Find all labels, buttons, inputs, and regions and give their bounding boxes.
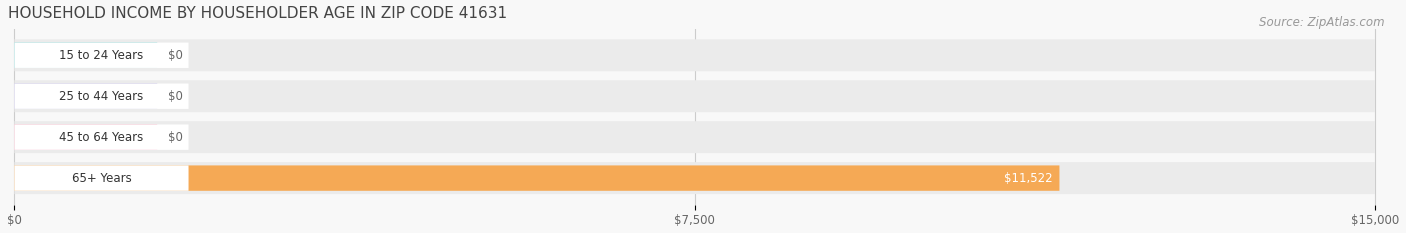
FancyBboxPatch shape — [14, 83, 157, 109]
FancyBboxPatch shape — [14, 43, 188, 68]
Text: 45 to 64 Years: 45 to 64 Years — [59, 131, 143, 144]
Text: $11,522: $11,522 — [1004, 172, 1053, 185]
FancyBboxPatch shape — [14, 121, 1375, 153]
Text: $0: $0 — [169, 90, 183, 103]
FancyBboxPatch shape — [14, 43, 157, 68]
FancyBboxPatch shape — [14, 80, 1375, 112]
FancyBboxPatch shape — [14, 165, 1060, 191]
Text: HOUSEHOLD INCOME BY HOUSEHOLDER AGE IN ZIP CODE 41631: HOUSEHOLD INCOME BY HOUSEHOLDER AGE IN Z… — [7, 6, 506, 21]
FancyBboxPatch shape — [14, 83, 188, 109]
Text: $0: $0 — [169, 131, 183, 144]
Text: $0: $0 — [169, 49, 183, 62]
FancyBboxPatch shape — [14, 162, 1375, 194]
Text: 65+ Years: 65+ Years — [72, 172, 131, 185]
Text: Source: ZipAtlas.com: Source: ZipAtlas.com — [1260, 16, 1385, 29]
Text: 25 to 44 Years: 25 to 44 Years — [59, 90, 143, 103]
Text: 15 to 24 Years: 15 to 24 Years — [59, 49, 143, 62]
FancyBboxPatch shape — [14, 124, 188, 150]
FancyBboxPatch shape — [14, 39, 1375, 71]
FancyBboxPatch shape — [14, 124, 157, 150]
FancyBboxPatch shape — [14, 165, 188, 191]
